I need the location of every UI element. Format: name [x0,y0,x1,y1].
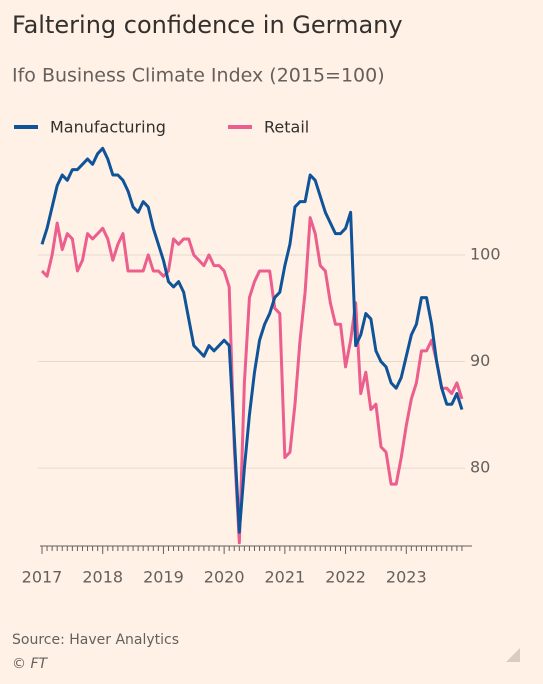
y-tick-label: 90 [470,351,490,370]
credit: © FT [12,656,49,672]
y-tick-label: 100 [470,244,501,263]
legend-label: Manufacturing [50,118,166,137]
legend-label: Retail [264,118,309,137]
x-tick-label: 2020 [204,568,245,587]
y-tick-label: 80 [470,458,490,477]
x-tick-label: 2021 [264,568,305,587]
x-tick-label: 2023 [386,568,427,587]
x-tick-label: 2018 [82,568,123,587]
line-series [40,216,464,545]
chart-title: Faltering confidence in Germany [12,11,403,39]
corner-icon [506,648,520,662]
chart-subtitle: Ifo Business Climate Index (2015=100) [12,65,385,87]
x-tick-label: 2022 [325,568,366,587]
x-tick-label: 2017 [22,568,63,587]
source: Source: Haver Analytics [12,632,179,648]
x-tick-label: 2019 [143,568,184,587]
line-series [40,146,464,534]
